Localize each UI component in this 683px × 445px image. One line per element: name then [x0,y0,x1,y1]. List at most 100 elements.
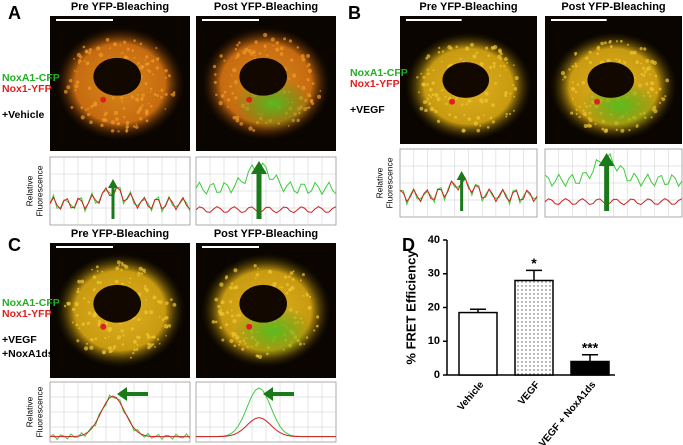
granule [113,110,119,116]
legend-entry: Nox1-YFP [350,78,400,90]
granule [80,115,85,120]
granule [167,74,171,78]
granule [133,56,136,59]
granule [459,57,462,61]
granule [226,105,229,108]
granule [108,335,111,338]
micrograph [50,243,190,378]
granule [223,59,226,62]
granule [110,129,115,133]
granule [224,276,228,280]
granule [422,76,426,79]
granule [249,51,254,56]
granule [464,46,470,51]
intensity-profile [49,381,191,443]
red-trace [49,186,191,211]
granule [105,38,110,42]
micrograph [50,16,190,151]
granule [66,85,71,90]
granule [571,97,574,100]
granule [586,123,592,128]
granule [424,108,428,113]
granule [122,334,125,337]
bar [514,279,554,376]
granule [123,264,127,268]
y-axis-label: Relative [374,167,384,198]
granule [219,326,223,330]
granule [126,122,129,126]
granule [454,115,458,119]
granule [138,108,142,112]
granule [623,61,627,65]
granule [486,126,490,129]
granule [275,47,280,52]
granule [651,87,655,92]
granule [588,60,593,65]
granule [254,277,257,280]
granule [68,78,73,83]
granule [136,93,139,96]
granule [441,50,445,53]
granule [158,316,161,318]
granule [264,49,267,51]
granule [301,273,305,277]
granule [89,345,94,350]
granule [63,89,68,94]
granule [426,97,430,101]
granule [164,76,167,79]
condition-label: +NoxA1ds [2,348,54,360]
granule [472,54,477,59]
granule [104,337,107,340]
granule [137,317,141,322]
granule [121,52,124,54]
granule [107,328,112,333]
granule [470,42,474,47]
granule [211,320,216,324]
condition-label: +VEGF [350,104,385,116]
granule [234,285,239,290]
granule [643,70,647,74]
granule [89,120,93,125]
significance: *** [582,339,599,355]
granule [476,115,481,120]
granule [172,302,177,307]
granule [307,305,312,310]
granule [234,57,238,60]
granule [107,346,112,351]
micrograph [400,16,537,144]
granule [615,58,618,61]
granule [489,116,493,120]
error-bar [470,308,486,313]
granule [116,260,121,265]
granule [588,50,592,54]
granule [562,78,564,81]
granule [153,92,157,96]
granule [420,72,423,75]
granule [140,272,144,275]
granule [279,46,284,51]
granule [218,311,223,316]
granule [425,100,428,103]
granule [300,54,305,59]
granule [263,45,267,48]
granule [144,62,148,66]
granule [642,73,646,77]
granule [490,45,495,51]
image-title: Post YFP-Bleaching [214,1,318,13]
granule [84,49,89,54]
granule [150,335,154,339]
granule [609,39,612,43]
granule [71,307,76,312]
granule [129,356,132,359]
granule [66,301,70,306]
legend-entry: Nox1-YFP [2,83,52,95]
granule [149,310,154,315]
granule [214,297,219,302]
granule [488,65,493,70]
granule [230,309,233,312]
granule [426,68,429,71]
image-title: Post YFP-Bleaching [214,228,318,240]
granule [568,68,571,71]
granule [436,97,441,102]
